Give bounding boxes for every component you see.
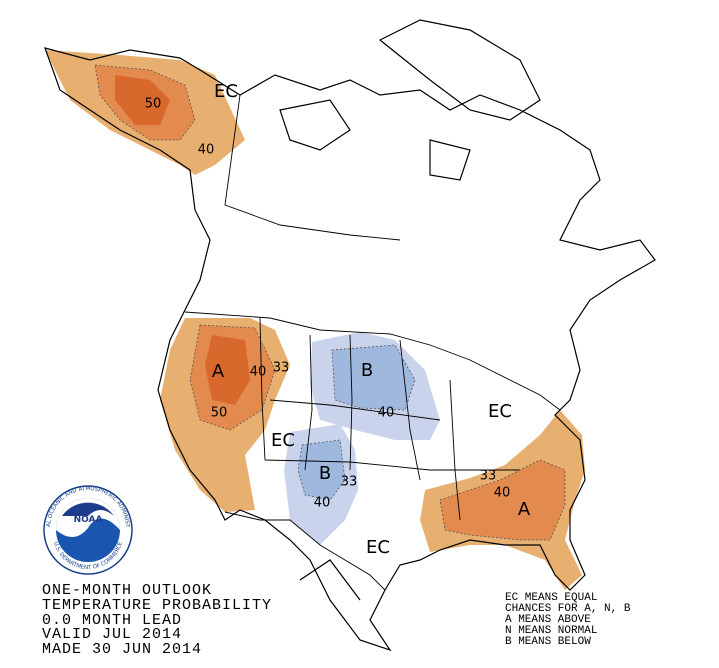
shading xyxy=(45,50,585,590)
title-line: MADE 30 JUN 2014 xyxy=(42,641,202,658)
border xyxy=(184,311,561,411)
map-label: 33 xyxy=(480,469,497,484)
map-label: 40 xyxy=(314,496,331,511)
below-region-40 xyxy=(332,345,415,410)
title-line: 0.0 MONTH LEAD xyxy=(42,612,182,629)
border xyxy=(224,94,401,241)
legend-line: CHANCES FOR A, N, B xyxy=(505,603,631,615)
islands xyxy=(279,19,541,601)
map-label: EC xyxy=(488,401,512,422)
map-label: A xyxy=(212,361,225,382)
title-line: VALID JUL 2014 xyxy=(42,626,182,643)
contours xyxy=(94,64,566,541)
legend-line: A MEANS ABOVE xyxy=(505,614,591,626)
below-region-40 xyxy=(298,440,345,500)
map-label: EC xyxy=(366,537,390,558)
map-label: EC xyxy=(214,81,238,102)
map-label: 33 xyxy=(273,361,290,376)
map-label: 50 xyxy=(211,406,228,421)
basemap xyxy=(44,19,656,652)
logo-name: NOAA xyxy=(74,515,103,525)
legend-line: N MEANS NORMAL xyxy=(505,625,597,637)
title-block: ONE-MONTH OUTLOOK TEMPERATURE PROBABILIT… xyxy=(42,582,272,658)
legend-block: EC MEANS EQUAL CHANCES FOR A, N, B A MEA… xyxy=(505,592,631,648)
title-line: ONE-MONTH OUTLOOK xyxy=(42,582,212,599)
map-label: 40 xyxy=(198,143,215,158)
map-label: 40 xyxy=(250,365,267,380)
above-region-50 xyxy=(115,75,170,125)
map-label: EC xyxy=(271,430,295,451)
above-region-40 xyxy=(440,460,565,540)
above-region-50 xyxy=(205,335,250,405)
legend-line: B MEANS BELOW xyxy=(505,636,591,648)
map-label: A xyxy=(518,499,531,520)
coastline xyxy=(44,47,656,652)
map-label: 50 xyxy=(145,97,162,112)
map-label: B xyxy=(319,463,331,484)
title-line: TEMPERATURE PROBABILITY xyxy=(42,597,272,614)
map-label: 40 xyxy=(378,406,395,421)
map-label: B xyxy=(361,360,373,381)
legend-line: EC MEANS EQUAL xyxy=(505,592,597,604)
state-borders xyxy=(259,317,520,521)
map-labels: EC 50 40 A 40 33 50 EC B 40 EC B 33 40 E… xyxy=(145,81,531,558)
map-label: 40 xyxy=(494,486,511,501)
border xyxy=(224,511,386,591)
map-label: 33 xyxy=(341,475,358,490)
